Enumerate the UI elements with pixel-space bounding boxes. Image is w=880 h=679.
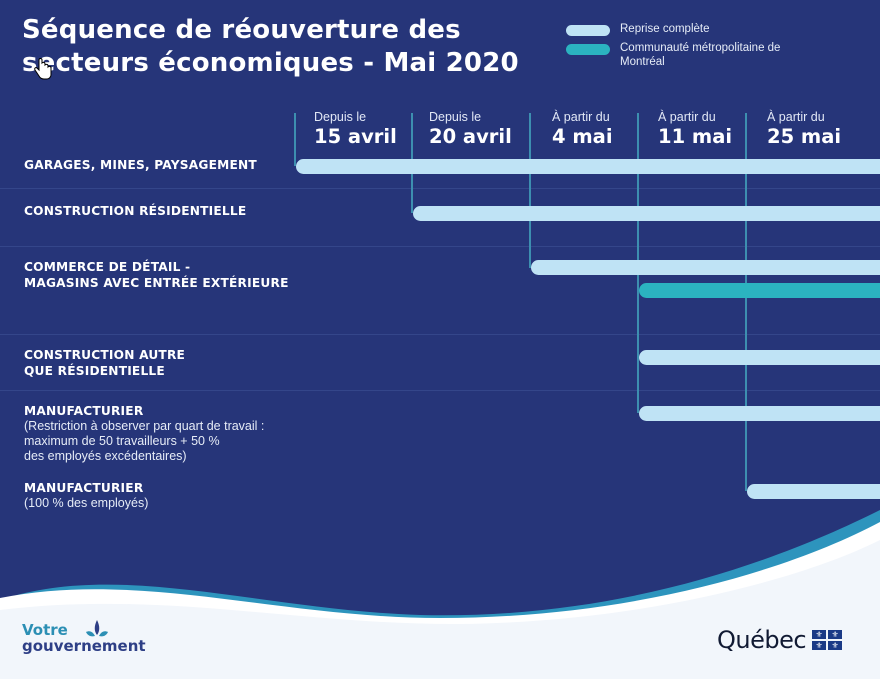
column-header-11-mai: À partir du 11 mai [658, 110, 732, 150]
page-title: Séquence de réouverture des secteurs éco… [22, 15, 519, 78]
row-separator [0, 246, 880, 247]
bar-construction-autre-reprise [639, 350, 880, 365]
guide-line-4-mai [529, 113, 531, 268]
column-header-small: Depuis le [429, 110, 482, 124]
row-label-commerce: COMMERCE DE DÉTAIL - MAGASINS AVEC ENTRÉ… [24, 259, 364, 291]
row-label-manufacturier-100: MANUFACTURIER (100 % des employés) [24, 480, 364, 511]
row-note: (100 % des employés) [24, 496, 149, 510]
row-title: CONSTRUCTION RÉSIDENTIELLE [24, 204, 247, 218]
legend: Reprise complète Communauté métropolitai… [566, 22, 820, 74]
column-header-big: 15 avril [314, 125, 397, 148]
row-label-construction-residentielle: CONSTRUCTION RÉSIDENTIELLE [24, 203, 364, 219]
row-label-construction-autre: CONSTRUCTION AUTRE QUE RÉSIDENTIELLE [24, 347, 364, 379]
column-header-small: À partir du [767, 110, 825, 124]
bar-manufacturier-restriction-reprise [639, 406, 880, 421]
votre-gouvernement-logo: Votre gouvernement [22, 622, 146, 655]
quebec-logo: Québec ⚜ ⚜ ⚜ ⚜ [717, 626, 843, 654]
bar-construction-residentielle-reprise [413, 206, 880, 221]
bar-commerce-reprise [531, 260, 880, 275]
votre-text: Votre [22, 621, 68, 639]
footer-wave [0, 510, 880, 679]
quebec-flag-icon: ⚜ ⚜ ⚜ ⚜ [812, 630, 843, 650]
row-title: CONSTRUCTION AUTRE QUE RÉSIDENTIELLE [24, 348, 186, 378]
column-header-small: Depuis le [314, 110, 367, 124]
bar-garages-reprise [296, 159, 880, 174]
column-header-small: À partir du [658, 110, 716, 124]
row-title: GARAGES, MINES, PAYSAGEMENT [24, 158, 257, 172]
column-header-big: 20 avril [429, 125, 512, 148]
column-header-25-mai: À partir du 25 mai [767, 110, 841, 150]
legend-label-reprise: Reprise complète [620, 23, 710, 35]
column-header-big: 25 mai [767, 125, 842, 148]
legend-swatch-cmm [566, 44, 610, 55]
row-note: (Restriction à observer par quart de tra… [24, 419, 265, 463]
gouvernement-text: gouvernement [22, 637, 146, 655]
row-separator [0, 334, 880, 335]
row-title: COMMERCE DE DÉTAIL - MAGASINS AVEC ENTRÉ… [24, 260, 289, 290]
legend-item-cmm: Communauté métropolitaine de Montréal [566, 41, 820, 69]
row-label-manufacturier-restriction: MANUFACTURIER (Restriction à observer pa… [24, 403, 364, 464]
hand-cursor-icon [34, 58, 52, 80]
column-header-4-mai: À partir du 4 mai [552, 110, 613, 150]
row-separator [0, 188, 880, 189]
bar-commerce-cmm [639, 283, 880, 298]
column-header-15-avril: Depuis le 15 avril [314, 110, 397, 150]
guide-line-15-avril [294, 113, 296, 166]
row-title: MANUFACTURIER [24, 481, 144, 495]
column-header-big: 4 mai [552, 125, 613, 148]
row-separator [0, 390, 880, 391]
column-header-20-avril: Depuis le 20 avril [429, 110, 512, 150]
bar-manufacturier-100-reprise [747, 484, 880, 499]
legend-item-reprise: Reprise complète [566, 22, 820, 36]
row-title: MANUFACTURIER [24, 404, 144, 418]
row-label-garages: GARAGES, MINES, PAYSAGEMENT [24, 157, 364, 173]
legend-swatch-reprise [566, 25, 610, 36]
column-header-big: 11 mai [658, 125, 733, 148]
quebec-wordmark: Québec [717, 626, 807, 654]
column-header-small: À partir du [552, 110, 610, 124]
guide-line-25-mai [745, 113, 747, 491]
fleur-de-lys-icon [86, 620, 108, 637]
legend-label-cmm: Communauté métropolitaine de Montréal [620, 42, 781, 68]
